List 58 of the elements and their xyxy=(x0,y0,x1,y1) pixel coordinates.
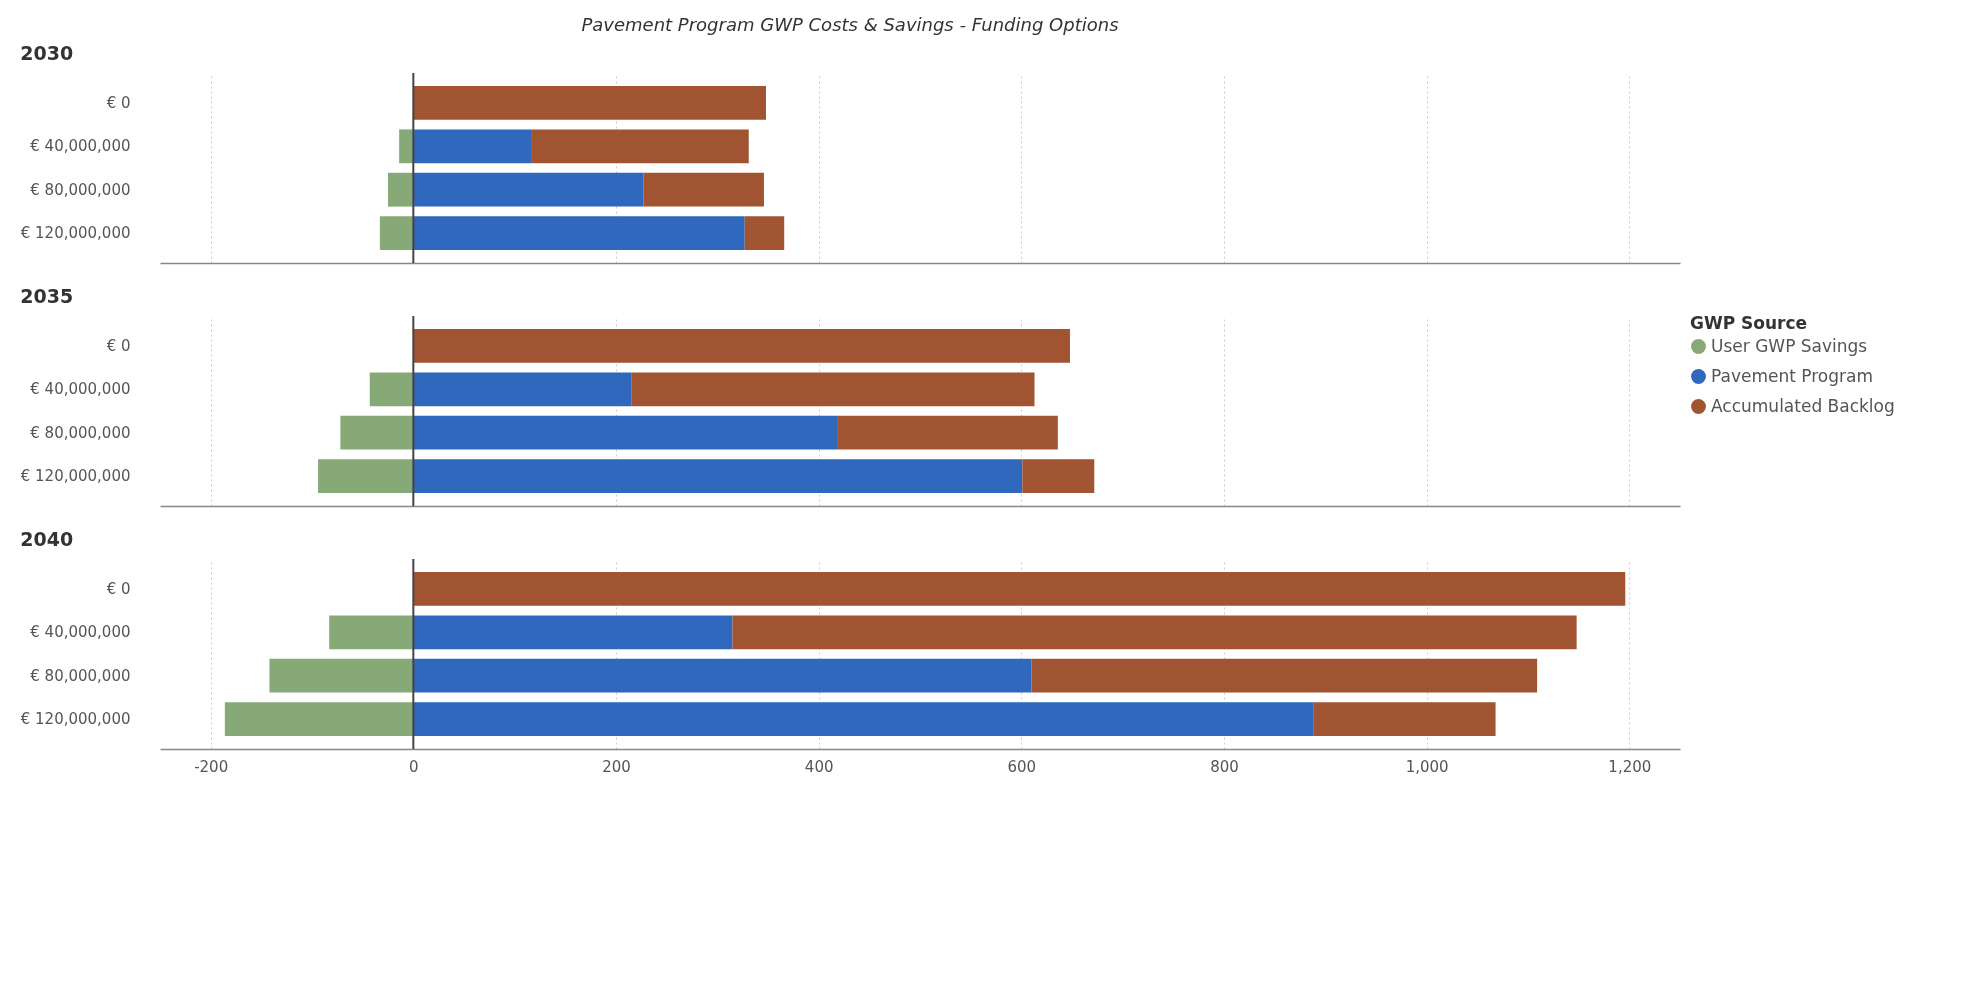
legend-title: GWP Source xyxy=(1690,313,1808,333)
y-tick-label: € 0 xyxy=(106,93,131,112)
y-tick-label: € 120,000,000 xyxy=(20,224,131,243)
bar xyxy=(413,172,644,207)
y-tick-label: € 120,000,000 xyxy=(20,710,131,729)
bar xyxy=(379,216,414,250)
bar xyxy=(413,129,532,164)
bar xyxy=(413,372,632,407)
bar xyxy=(531,129,749,164)
chart-subtitle: 2035 xyxy=(20,285,74,307)
bar xyxy=(413,658,1032,693)
bar xyxy=(837,415,1058,450)
chart-title: Pavement Program GWP Costs & Savings - Funding Options xyxy=(580,13,1120,35)
y-tick-label: € 40,000,000 xyxy=(30,623,131,642)
bar xyxy=(732,615,1577,650)
x-tick-label: 800 xyxy=(1210,757,1239,776)
legend-label: Pavement Program xyxy=(1711,365,1874,386)
bar xyxy=(413,572,1626,606)
bar xyxy=(413,615,733,650)
y-tick-label: € 0 xyxy=(106,336,131,355)
bar xyxy=(413,415,838,450)
bar xyxy=(224,702,414,736)
bar xyxy=(413,459,1023,493)
bar xyxy=(369,372,414,407)
bar xyxy=(340,415,414,450)
x-tick-label: 200 xyxy=(602,757,631,776)
bar xyxy=(744,216,785,250)
y-tick-label: € 80,000,000 xyxy=(30,423,131,442)
bar xyxy=(1022,459,1095,493)
chart-subtitle: 2030 xyxy=(20,42,74,64)
legend-label: User GWP Savings xyxy=(1711,335,1868,356)
x-tick-label: -200 xyxy=(194,757,229,776)
bar xyxy=(399,129,414,164)
x-tick-label: 400 xyxy=(804,757,834,776)
bar xyxy=(413,86,766,120)
bar xyxy=(413,702,1314,736)
x-tick-label: 1,000 xyxy=(1405,757,1449,776)
y-tick-label: € 80,000,000 xyxy=(30,666,131,685)
x-tick-label: 600 xyxy=(1007,757,1037,776)
bar xyxy=(1313,702,1496,736)
bar xyxy=(631,372,1035,407)
y-tick-label: € 0 xyxy=(106,579,131,598)
bar xyxy=(413,329,1070,363)
bar xyxy=(1031,658,1538,693)
y-tick-label: € 40,000,000 xyxy=(30,380,131,399)
bar xyxy=(388,172,414,207)
y-tick-label: € 40,000,000 xyxy=(30,137,131,156)
bar xyxy=(643,172,764,207)
chart-subtitle: 2040 xyxy=(20,528,74,550)
y-tick-label: € 120,000,000 xyxy=(20,467,131,486)
bar xyxy=(413,216,745,250)
x-tick-label: 0 xyxy=(409,757,419,776)
bar xyxy=(318,459,414,493)
bar xyxy=(329,615,414,650)
bar xyxy=(269,658,414,693)
y-tick-label: € 80,000,000 xyxy=(30,180,131,199)
x-tick-label: 1,200 xyxy=(1608,757,1652,776)
legend-label: Accumulated Backlog xyxy=(1711,395,1895,416)
